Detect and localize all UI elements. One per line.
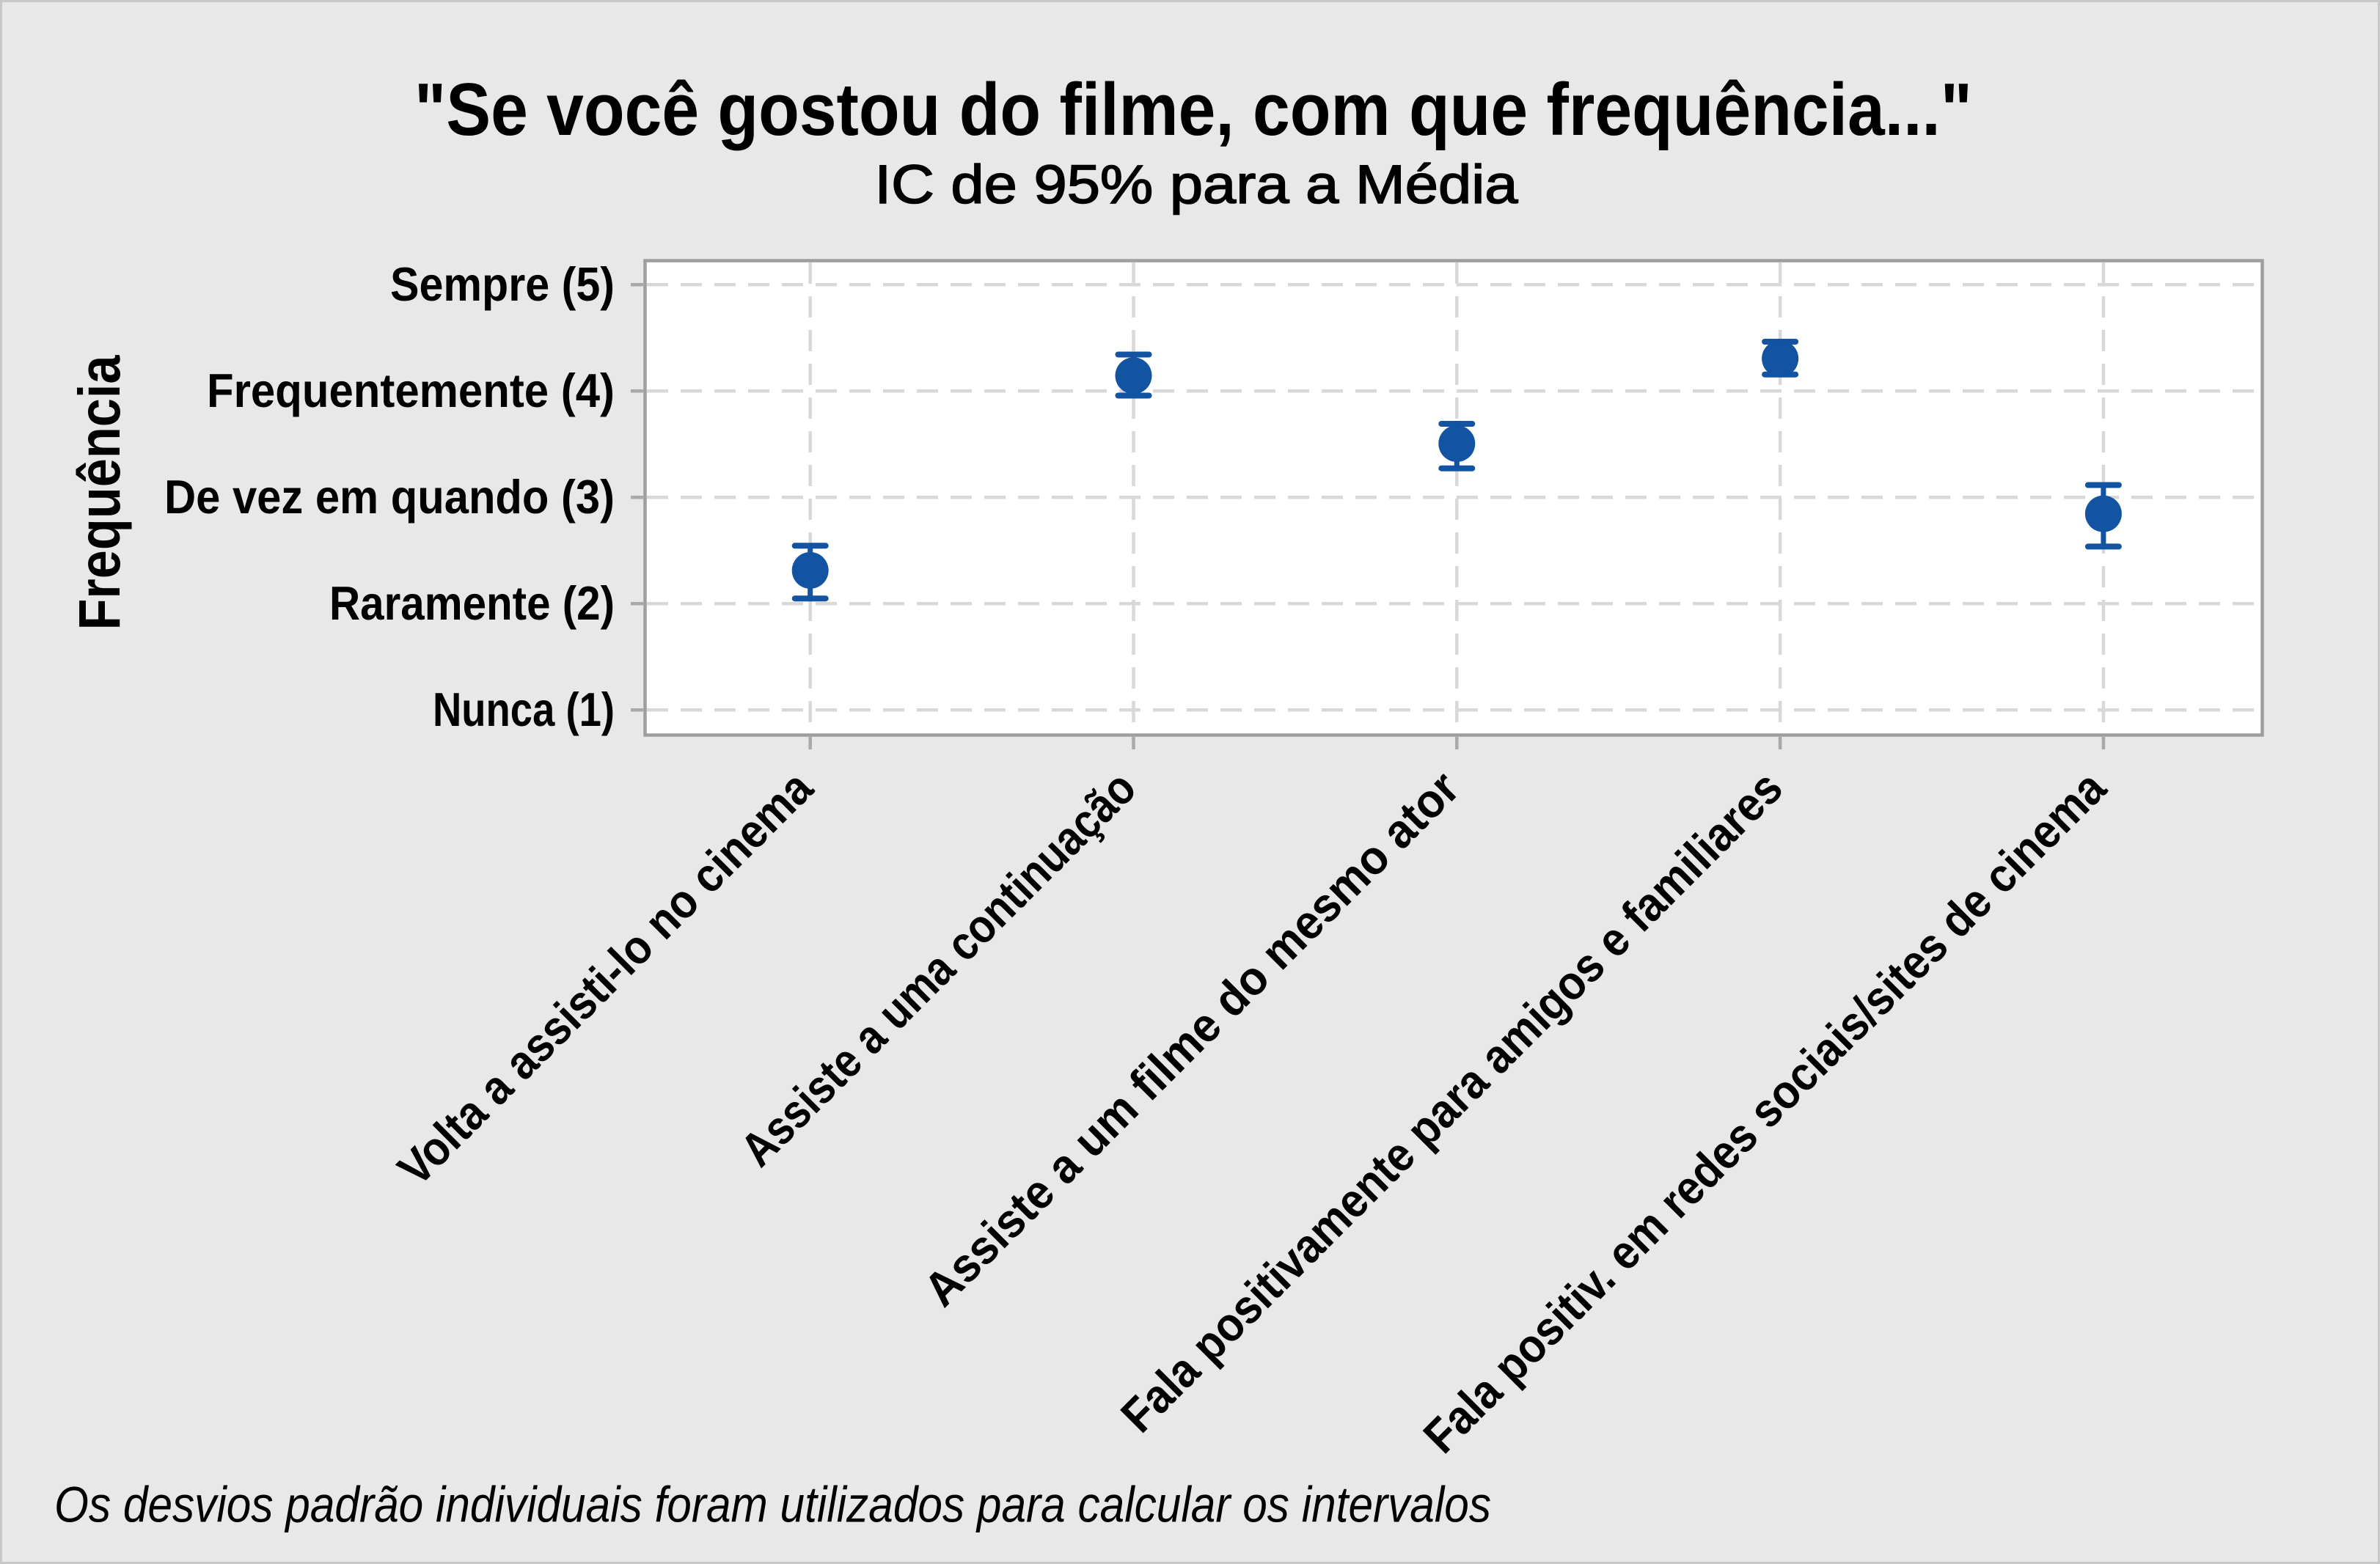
svg-text:IC de 95% para a Média: IC de 95% para a Média	[875, 154, 1519, 215]
svg-text:De vez em quando (3): De vez em quando (3)	[164, 470, 615, 524]
svg-text:Sempre (5): Sempre (5)	[390, 257, 615, 311]
svg-text:Nunca (1): Nunca (1)	[433, 683, 615, 736]
svg-text:Frequência: Frequência	[67, 355, 132, 630]
svg-text:Os desvios padrão individuais: Os desvios padrão individuais foram util…	[54, 1477, 1491, 1533]
svg-text:"Se você gostou do filme, com: "Se você gostou do filme, com que frequê…	[414, 69, 1972, 151]
svg-text:Raramente (2): Raramente (2)	[329, 576, 615, 630]
svg-text:Frequentemente (4): Frequentemente (4)	[207, 364, 615, 417]
